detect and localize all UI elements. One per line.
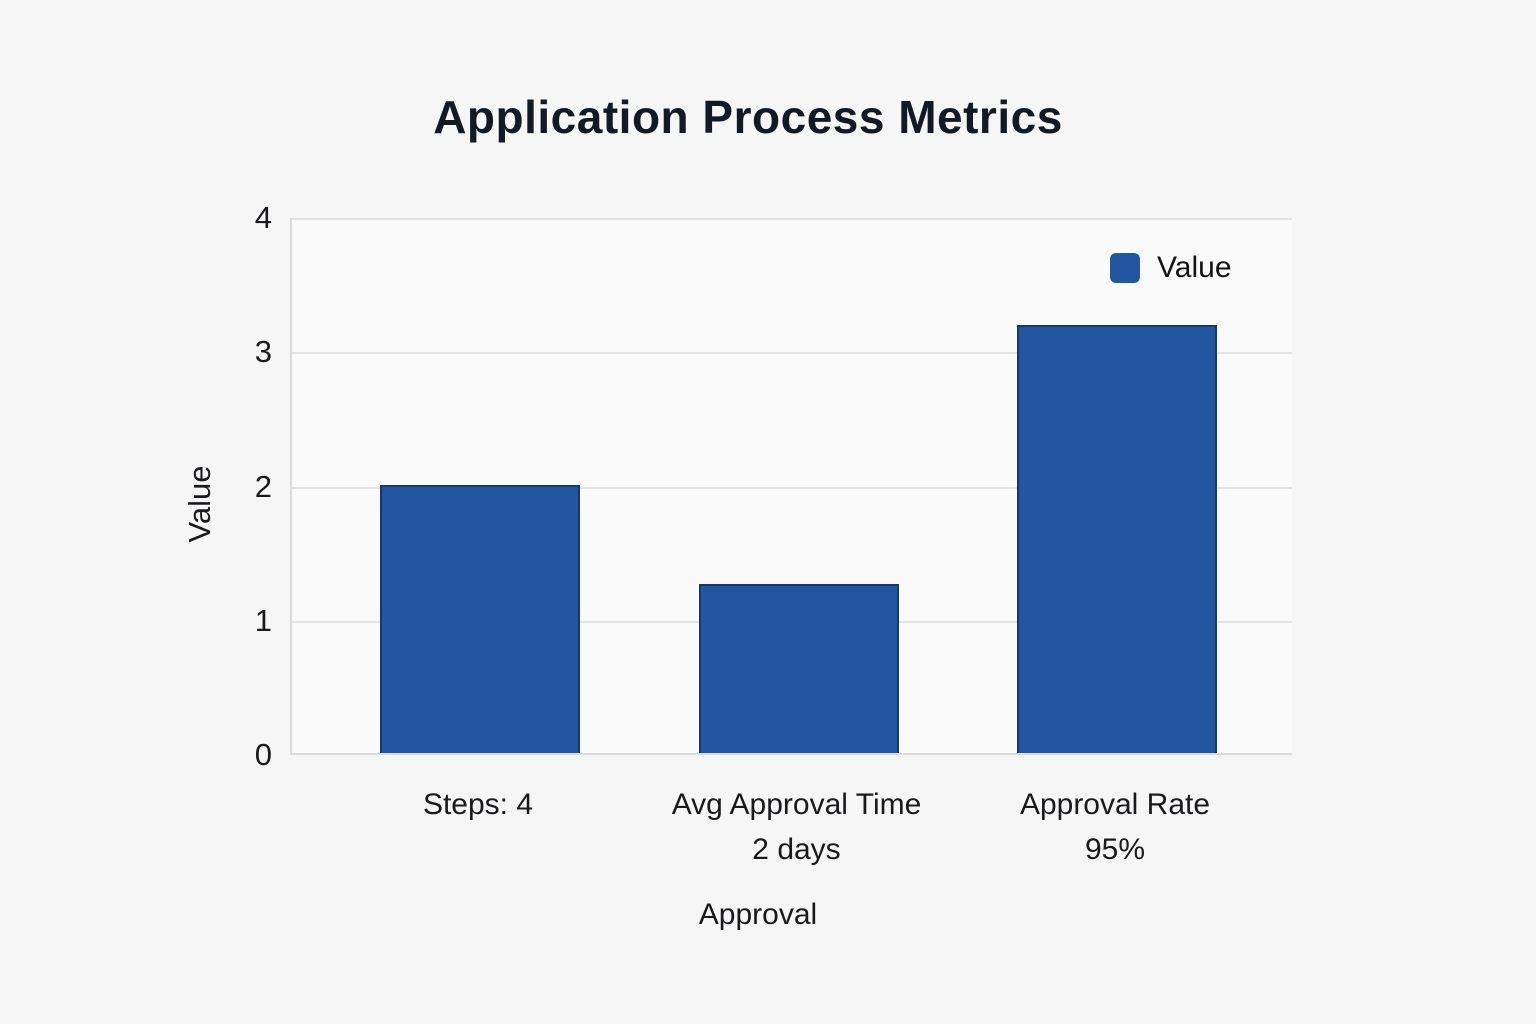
x-tick-label-2: Avg Approval Time 2 days [627,782,967,872]
x-tick-label-3: Approval Rate 95% [945,782,1285,872]
bar-2[interactable] [698,583,899,753]
x-tick-label-line: Avg Approval Time [671,788,922,821]
chart-title: Application Process Metrics [433,91,1063,143]
x-tick-label-line: Approval Rate [1019,788,1211,821]
plot-area: Value [290,218,1292,755]
bar-1[interactable] [380,484,580,753]
x-tick-label-1: Steps: 4 [308,782,648,827]
legend-label: Value [1157,251,1232,284]
y-tick-label-1: 1 [254,602,272,638]
legend[interactable]: Value [1110,251,1232,285]
gridline-y-3 [292,352,1292,355]
x-tick-label-line: 2 days [752,833,841,866]
y-tick-label-0: 0 [254,737,272,772]
bar-3[interactable] [1017,324,1217,753]
y-tick-label-3: 3 [254,334,272,370]
gridline-y-4 [292,218,1292,220]
x-tick-label-line: 95% [1084,833,1146,866]
x-axis-title: Approval [698,898,818,931]
gridline-y-2 [292,486,1292,489]
x-tick-label-line: Steps: 4 [422,788,534,821]
y-tick-label-4: 4 [254,200,272,235]
legend-swatch-icon [1110,253,1140,283]
y-tick-label-2: 2 [254,468,272,504]
